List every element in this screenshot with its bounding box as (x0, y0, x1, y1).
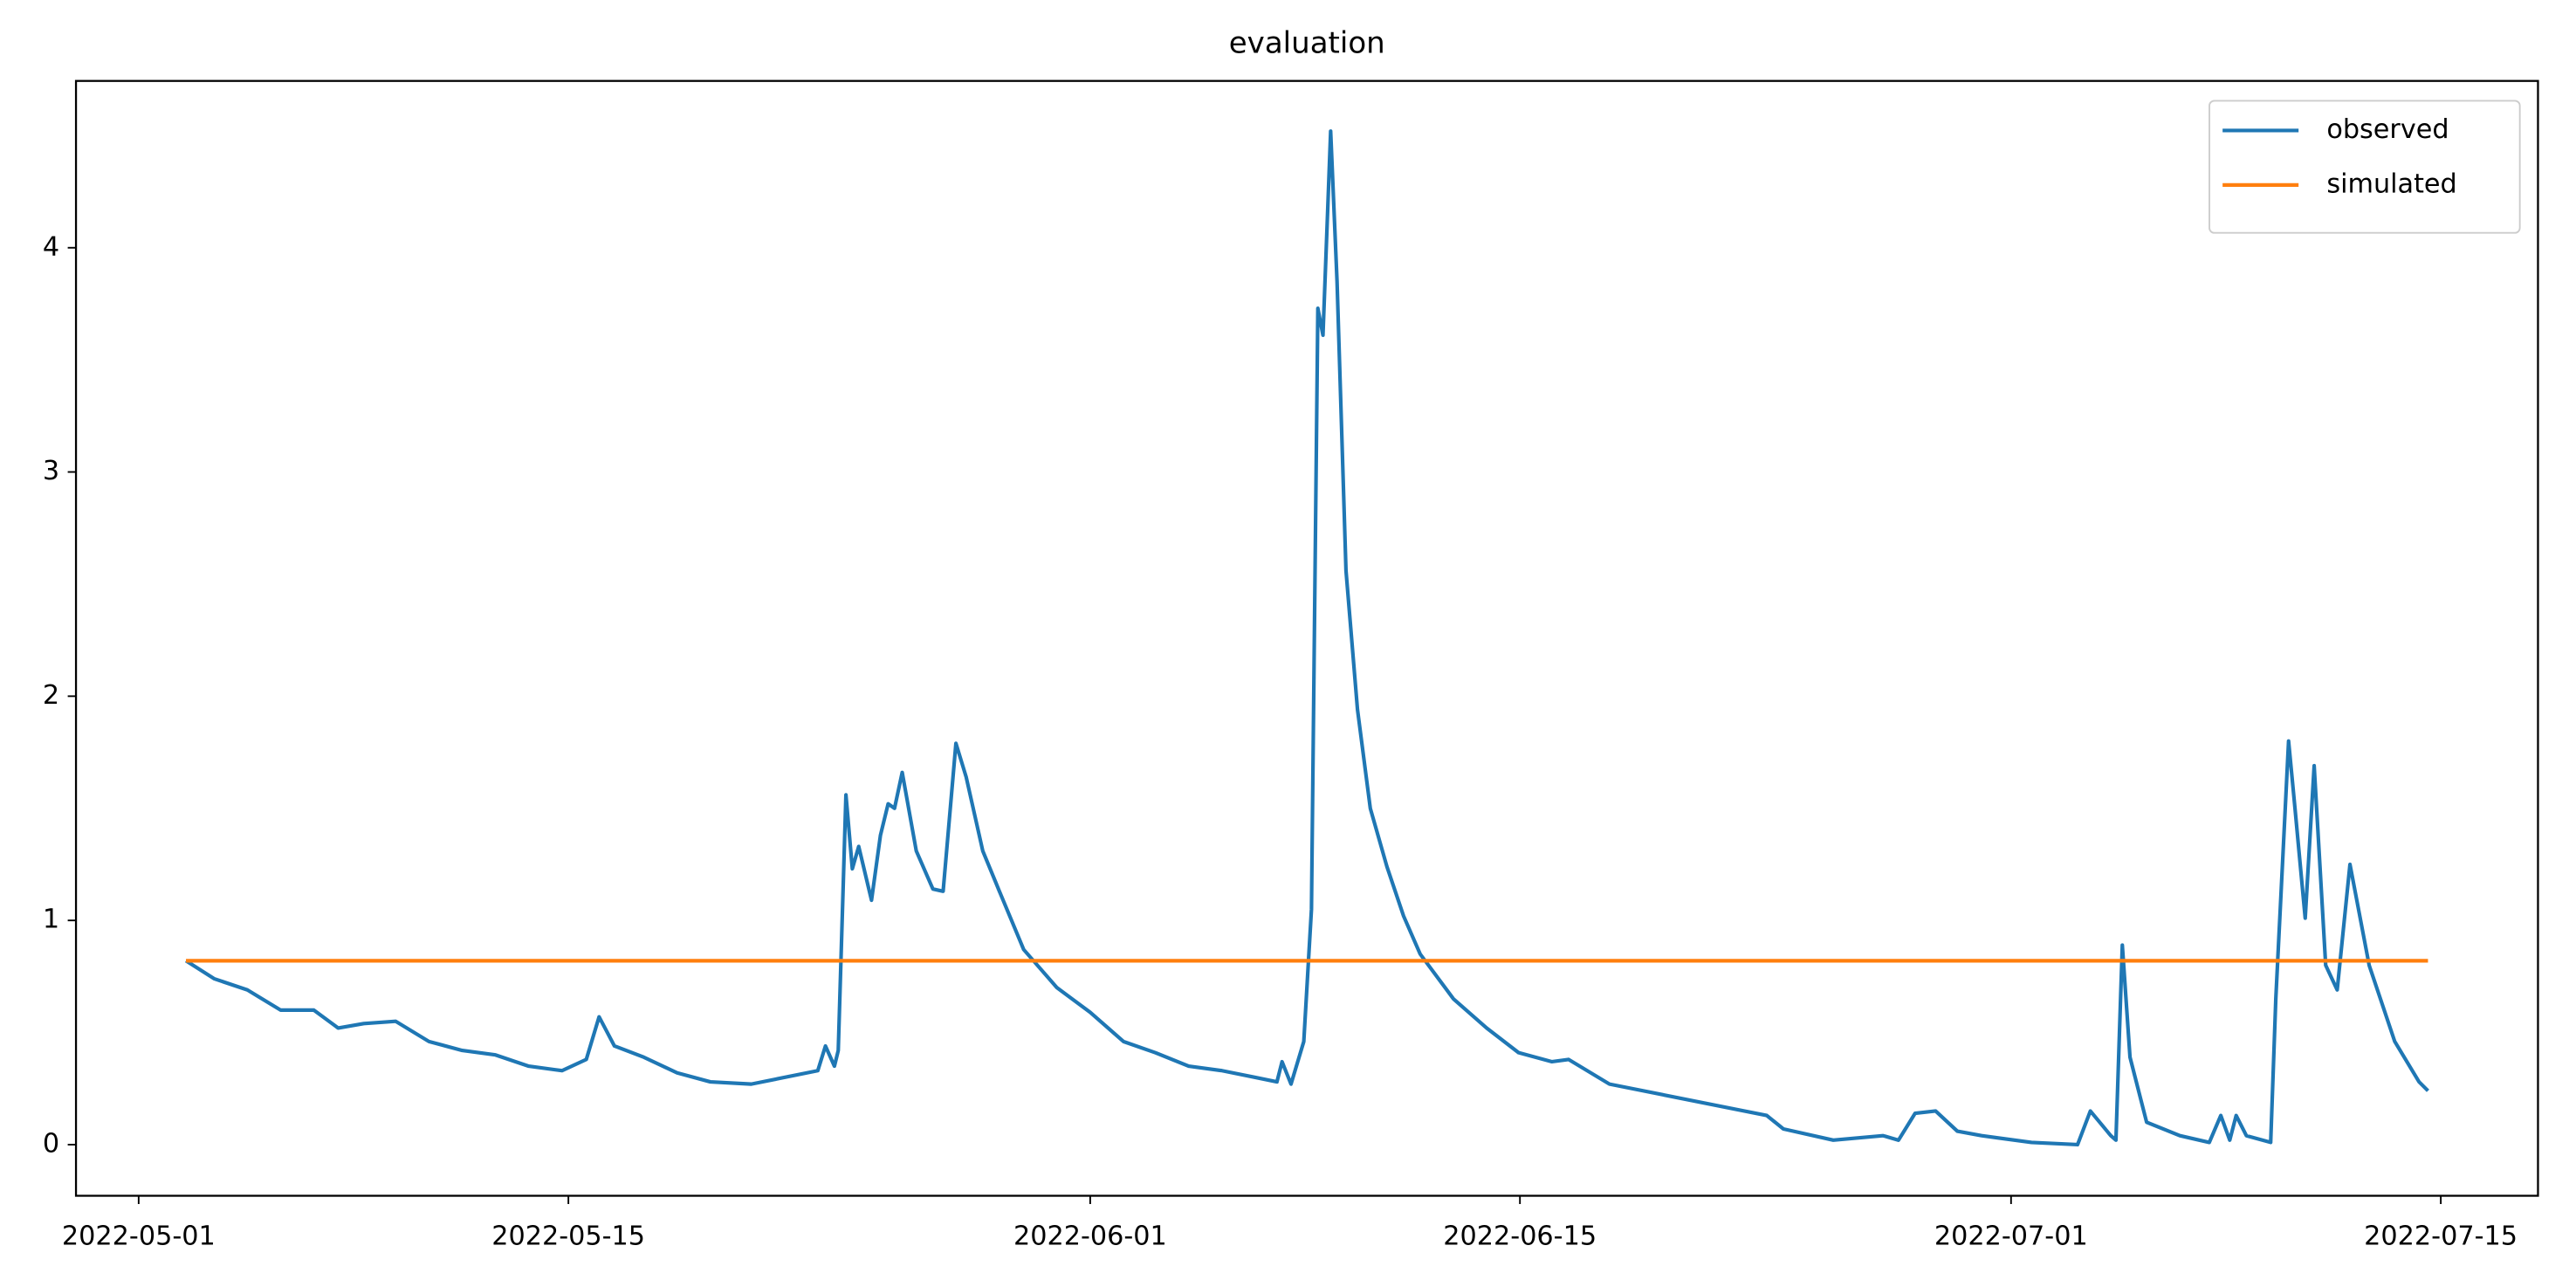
x-tick-label: 2022-06-15 (1443, 1221, 1597, 1251)
y-tick-label: 1 (43, 905, 59, 935)
legend-label: observed (2326, 114, 2449, 145)
chart-title: evaluation (1229, 26, 1385, 61)
x-tick-label: 2022-07-01 (1934, 1221, 2088, 1251)
legend-label: simulated (2326, 169, 2456, 199)
x-tick-label: 2022-06-01 (1013, 1221, 1167, 1251)
y-tick-label: 3 (43, 456, 59, 486)
x-tick-label: 2022-05-01 (62, 1221, 216, 1251)
x-tick-label: 2022-05-15 (491, 1221, 645, 1251)
data-line (184, 129, 2429, 1147)
y-tick-label: 2 (43, 680, 59, 711)
y-tick-label: 4 (43, 231, 59, 262)
x-tick-label: 2022-07-15 (2364, 1221, 2518, 1251)
y-tick-label: 0 (43, 1128, 59, 1159)
plot-frame (74, 79, 2539, 1197)
legend-box (2208, 100, 2521, 234)
